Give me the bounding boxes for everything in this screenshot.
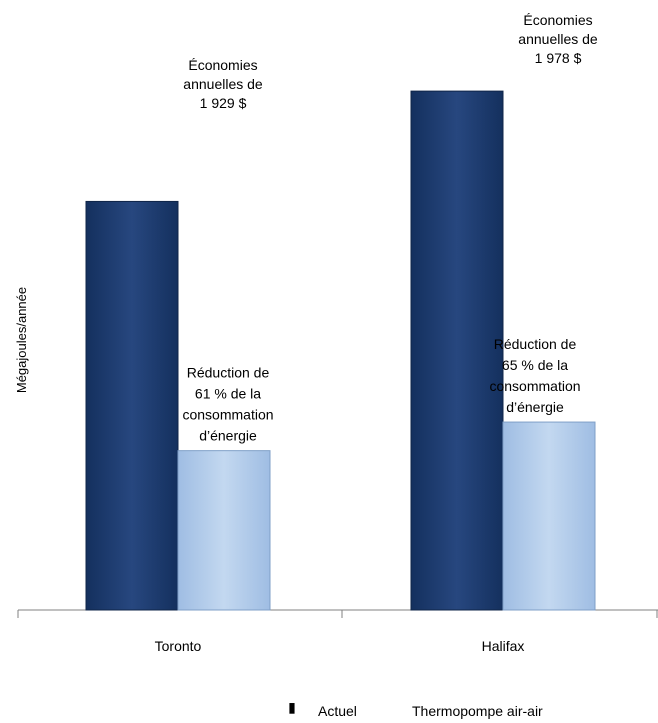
savings-annotation-halifax: 1 978 $: [535, 50, 582, 66]
reduction-annotation-toronto: 61 % de la: [195, 386, 261, 402]
bar-halifax-thermopompe: [502, 421, 596, 611]
reduction-annotation-halifax: Réduction de: [494, 336, 577, 352]
bar-halifax-actuel: [410, 90, 504, 611]
reduction-annotation-halifax: d’énergie: [506, 399, 564, 415]
savings-annotation-toronto: 1 929 $: [200, 95, 247, 111]
legend-entry-actuel: Actuel: [318, 703, 357, 719]
y-axis-label: Mégajoules/année: [14, 287, 29, 393]
bar-toronto-thermopompe: [177, 450, 271, 611]
x-tick-label-halifax: Halifax: [482, 638, 525, 654]
legend-entry-thermopompe: Thermopompe air-air: [412, 703, 543, 719]
savings-annotation-toronto: annuelles de: [183, 76, 263, 92]
reduction-annotation-toronto: d’énergie: [199, 428, 257, 444]
bar-toronto-actuel: [85, 200, 179, 611]
x-tick-label-toronto: Toronto: [155, 638, 202, 654]
savings-annotation-halifax: annuelles de: [518, 31, 598, 47]
reduction-annotation-halifax: consommation: [489, 378, 580, 394]
legend-marker-icon: ▮: [288, 699, 296, 715]
plot-area: Mégajoules/année Toronto Économies annuelle…: [14, 12, 658, 719]
reduction-annotation-toronto: Réduction de: [187, 365, 270, 381]
savings-annotation-toronto: Économies: [188, 57, 257, 73]
reduction-annotation-halifax: 65 % de la: [502, 357, 568, 373]
reduction-annotation-toronto: consommation: [182, 407, 273, 423]
savings-annotation-halifax: Économies: [523, 12, 592, 28]
